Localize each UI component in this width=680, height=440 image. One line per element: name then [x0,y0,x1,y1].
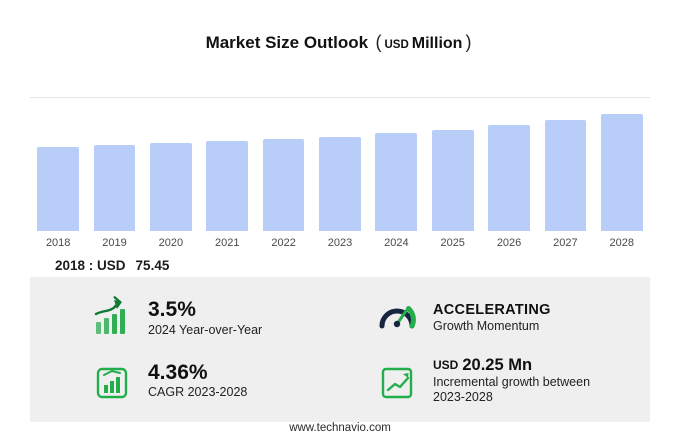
bar-2018 [37,147,80,231]
bar-column-2024 [368,98,424,231]
base-year-annotation: 2018 : USD 75.45 [55,258,169,273]
stat-momentum-label: Growth Momentum [433,319,540,334]
x-tick-2020: 2020 [158,237,184,249]
x-tick-2026: 2026 [496,237,522,249]
bar-2028 [600,114,643,231]
stat-momentum-value: ACCELERATING [433,301,551,318]
stat-incremental-currency: USD [433,357,459,372]
x-tick-2023: 2023 [327,237,353,249]
cagr-badge-icon [90,359,134,403]
gauge-icon [375,296,419,340]
bar-column-2018 [30,98,86,231]
base-year-label: 2018 : USD [55,258,126,273]
bar-column-2025 [425,98,481,231]
stat-yoy-value: 3.5% [148,298,196,322]
stats-panel: 3.5% 2024 Year-over-Year ACCELERATING Gr… [30,277,650,422]
page-title: Market Size Outlook (USD Million) [0,32,680,53]
bar-2021 [206,141,249,231]
stat-incremental-label: Incremental growth between 2023-2028 [433,374,591,405]
stat-cagr-label: CAGR 2023-2028 [148,385,248,399]
x-tick-2027: 2027 [553,237,578,249]
title-paren-close: ) [465,32,472,52]
chart-x-axis-labels: 2018 2019 2020 2021 2022 2023 2024 2025 2026 2027… [30,237,650,249]
stat-yoy: 3.5% 2024 Year-over-Year [90,287,345,350]
bar-2024 [375,133,418,231]
x-tick-2025: 2025 [440,237,465,249]
bar-column-2019 [86,98,142,231]
chart-plot-area [30,97,650,231]
x-tick-2019: 2019 [102,237,127,249]
bar-2022 [262,138,305,231]
bar-column-2026 [481,98,537,231]
bar-column-2021 [199,98,255,231]
bar-2027 [544,120,587,231]
x-tick-2024: 2024 [384,237,409,249]
x-tick-2028: 2028 [609,237,635,249]
footer-url: www.technavio.com [289,422,391,434]
bar-column-2023 [312,98,368,231]
x-tick-2021: 2021 [215,237,240,249]
base-year-value: 75.45 [135,258,170,273]
stat-yoy-label: 2024 Year-over-Year [148,322,263,337]
title-paren-open: ( [375,32,382,52]
stat-cagr-value: 4.36% [148,360,208,384]
bar-2026 [488,125,530,231]
title-currency: USD [384,39,409,51]
stat-incremental-value-line: USD 20.25 Mn [433,356,593,375]
bar-2020 [150,143,192,231]
x-tick-2018: 2018 [45,237,71,249]
title-unit: Million [411,35,463,52]
stat-cagr: 4.36% CAGR 2023-2028 [90,350,345,413]
title-main: Market Size Outlook [205,33,369,52]
bar-2019 [93,145,136,231]
bar-2025 [431,129,474,231]
bar-column-2028 [594,98,650,231]
bar-column-2022 [255,98,311,231]
bar-2023 [319,136,361,231]
bar-column-2020 [143,98,199,231]
market-size-bar-chart: 2018 2019 2020 2021 2022 2023 2024 2025 2026 2027… [30,97,650,249]
x-tick-2022: 2022 [271,237,296,249]
growth-bars-icon [90,296,134,340]
bar-column-2027 [537,98,593,231]
stat-incremental-value: 20.25 Mn [462,355,533,374]
stat-momentum: ACCELERATING Growth Momentum [375,287,630,350]
incremental-growth-icon [375,359,419,403]
stat-incremental: USD 20.25 Mn Incremental growth between 2… [375,350,630,413]
